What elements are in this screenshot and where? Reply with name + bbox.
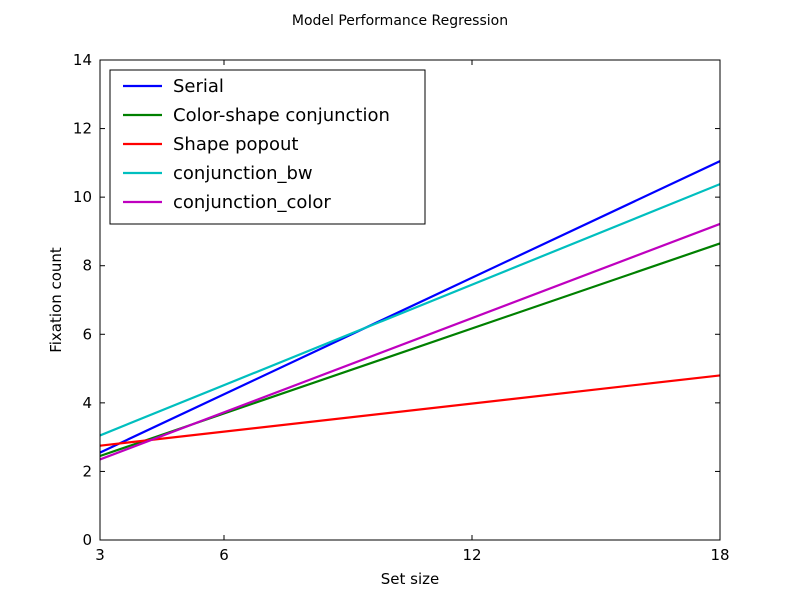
y-tick-label: 8 — [82, 257, 92, 275]
series-line-0 — [100, 160, 720, 454]
x-tick-label: 18 — [710, 546, 729, 564]
plot-frame — [99, 59, 721, 541]
y-tick-label: 4 — [82, 394, 92, 412]
axis-ticks: 3 6 12 18 0 2 4 6 8 10 12 14 — [73, 51, 730, 564]
y-tick-label: 0 — [82, 531, 92, 549]
legend: Serial Color-shape conjunction Shape popou… — [109, 69, 426, 225]
legend-box — [109, 69, 426, 225]
legend-label: Serial — [173, 76, 224, 97]
y-tick-label: 14 — [73, 51, 92, 69]
y-tick-label: 2 — [82, 462, 92, 480]
series-line-4 — [100, 222, 720, 461]
chart-title: Model Performance Regression — [292, 13, 508, 29]
x-tick-label: 3 — [95, 546, 105, 564]
series-lines — [100, 160, 720, 461]
x-tick-label: 12 — [462, 546, 481, 564]
legend-label: Color-shape conjunction — [173, 105, 390, 126]
y-tick-label: 10 — [73, 188, 92, 206]
series-line-3 — [100, 183, 720, 437]
legend-label: Shape popout — [173, 134, 298, 155]
x-axis-label: Set size — [381, 570, 439, 588]
series-line-2 — [100, 374, 720, 447]
y-tick-label: 12 — [73, 120, 92, 138]
legend-label: conjunction_color — [173, 192, 331, 213]
y-tick-label: 6 — [82, 325, 92, 343]
legend-label: conjunction_bw — [173, 163, 313, 184]
x-tick-label: 6 — [219, 546, 229, 564]
y-axis-label: Fixation count — [47, 247, 65, 353]
